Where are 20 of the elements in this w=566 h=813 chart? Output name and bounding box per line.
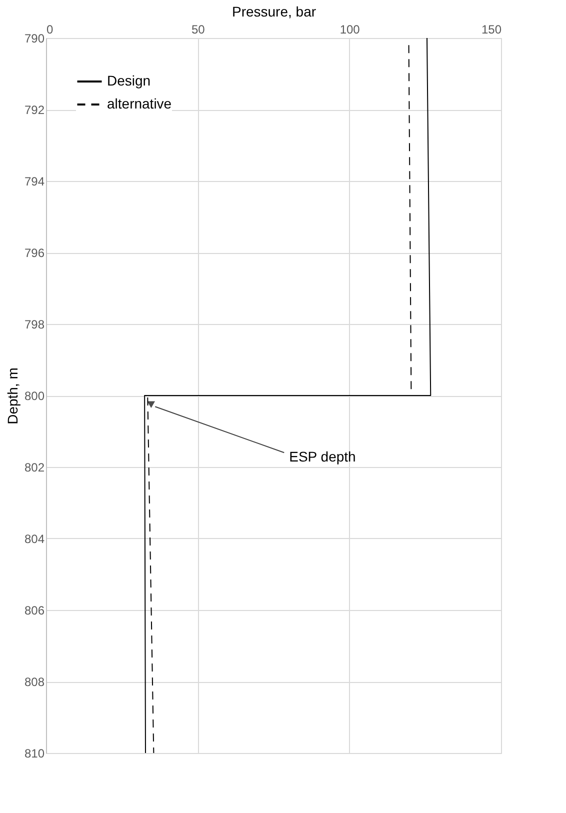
x-tick-label: 100 xyxy=(340,22,360,36)
x-axis-title: Pressure, bar xyxy=(232,4,316,20)
y-axis-title: Depth, m xyxy=(4,368,20,424)
y-tick-label: 792 xyxy=(24,103,45,117)
y-tick-label: 810 xyxy=(24,746,45,760)
y-tick-label: 796 xyxy=(24,246,45,260)
x-tick-label: 50 xyxy=(191,22,206,36)
y-tick-label: 800 xyxy=(24,389,45,403)
y-tick-label: 806 xyxy=(24,604,45,618)
y-tick-label: 804 xyxy=(24,532,45,546)
y-tick-label: 790 xyxy=(24,32,45,46)
x-tick-label: 150 xyxy=(481,22,502,36)
legend-label: Design xyxy=(107,72,151,88)
y-tick-label: 794 xyxy=(24,174,45,188)
y-tick-label: 798 xyxy=(24,318,45,332)
annotation: ESP depth xyxy=(289,448,356,465)
y-tick-label: 808 xyxy=(24,675,45,689)
legend-label: alternative xyxy=(107,96,172,112)
x-tick-label: 0 xyxy=(46,22,54,36)
y-tick-label: 802 xyxy=(24,460,45,474)
